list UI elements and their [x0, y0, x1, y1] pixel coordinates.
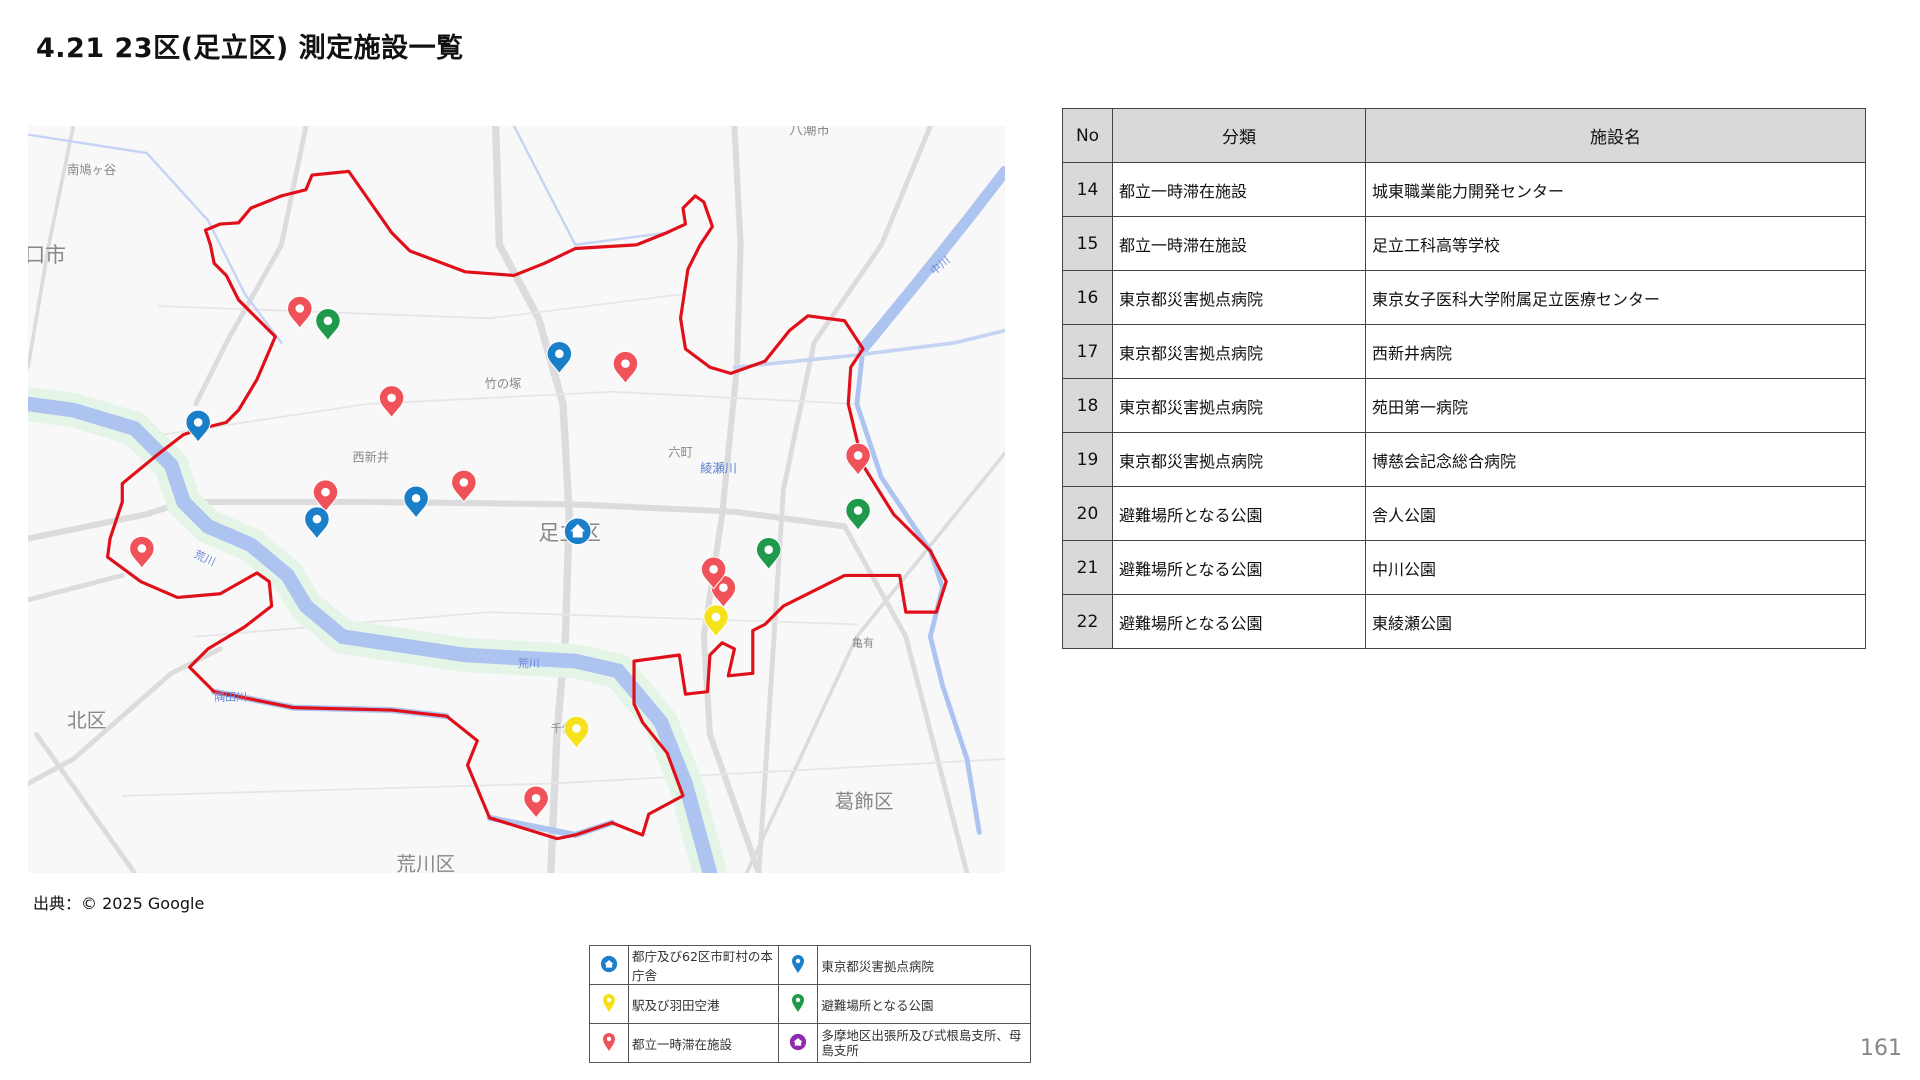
row-name: 博慈会記念総合病院	[1365, 432, 1866, 487]
roads	[28, 126, 1005, 873]
row-name: 東綾瀬公園	[1365, 594, 1866, 649]
row-no: 16	[1062, 270, 1113, 325]
map-labels: 南鳩ヶ谷 口市 八潮市 竹の塚 西新井 六町 綾瀬川 足立区 荒川 荒川 隅田川…	[28, 126, 953, 873]
map-marker-shelter[interactable]	[129, 535, 155, 569]
map-source-credit: 出典：© 2025 Google	[33, 894, 205, 913]
row-category: 避難場所となる公園	[1112, 540, 1366, 595]
map-marker-shelter[interactable]	[287, 295, 313, 329]
pin-green-icon	[778, 984, 819, 1024]
map-marker-park[interactable]	[755, 536, 782, 571]
map-marker-shelter[interactable]	[845, 442, 871, 476]
row-no: 15	[1062, 216, 1113, 271]
row-category: 避難場所となる公園	[1112, 486, 1366, 541]
page-number: 161	[1860, 1036, 1902, 1061]
map-canvas: 南鳩ヶ谷 口市 八潮市 竹の塚 西新井 六町 綾瀬川 足立区 荒川 荒川 隅田川…	[28, 126, 1005, 873]
map-label: 六町	[668, 446, 692, 460]
legend-label: 多摩地区出張所及び式根島支所、母島支所	[817, 1023, 1031, 1063]
header-category: 分類	[1112, 108, 1366, 163]
map-marker-hospital[interactable]	[546, 341, 573, 375]
map-label: 隅田川	[214, 690, 247, 703]
map-marker-station[interactable]	[703, 604, 729, 638]
home-pin-purple-icon	[778, 1023, 819, 1063]
table-row: 14 都立一時滞在施設 城東職業能力開発センター	[1062, 162, 1866, 217]
map-label: 竹の塚	[485, 377, 522, 391]
markers	[129, 295, 871, 819]
map-label: 亀有	[852, 635, 874, 649]
map-label: 綾瀬川	[700, 461, 737, 476]
map-label: 荒川	[518, 657, 540, 670]
row-no: 20	[1062, 486, 1113, 541]
map-marker-hospital[interactable]	[185, 409, 211, 443]
pin-red-icon	[589, 1023, 629, 1063]
row-name: 城東職業能力開発センター	[1365, 162, 1866, 217]
map-label: 南鳩ヶ谷	[67, 162, 116, 177]
table-row: 18 東京都災害拠点病院 苑田第一病院	[1062, 378, 1866, 433]
map-marker-shelter[interactable]	[312, 479, 339, 513]
row-no: 21	[1062, 540, 1113, 595]
table-row: 15 都立一時滞在施設 足立工科高等学校	[1062, 216, 1866, 271]
row-no: 22	[1062, 594, 1113, 649]
table-header-row: No 分類 施設名	[1062, 108, 1866, 163]
legend-label: 東京都災害拠点病院	[817, 945, 1031, 985]
row-category: 都立一時滞在施設	[1112, 162, 1366, 217]
table-row: 17 東京都災害拠点病院 西新井病院	[1062, 324, 1866, 379]
table-row: 20 避難場所となる公園 舎人公園	[1062, 486, 1866, 541]
map-label: 葛飾区	[835, 790, 894, 813]
map-label: 荒川区	[397, 852, 456, 873]
legend-label: 駅及び羽田空港	[627, 984, 780, 1024]
row-category: 避難場所となる公園	[1112, 594, 1366, 649]
row-name: 苑田第一病院	[1365, 378, 1866, 433]
pin-yellow-icon	[589, 984, 629, 1024]
home-pin-blue-icon	[589, 945, 629, 985]
row-name: 中川公園	[1365, 540, 1866, 595]
pin-blue-icon	[778, 945, 819, 985]
row-category: 東京都災害拠点病院	[1112, 378, 1366, 433]
legend-label: 都立一時滞在施設	[627, 1023, 780, 1063]
map-label: 北区	[67, 709, 106, 732]
legend-label: 避難場所となる公園	[817, 984, 1031, 1024]
map-marker-shelter[interactable]	[523, 785, 549, 819]
row-name: 東京女子医科大学附属足立医療センター	[1365, 270, 1866, 325]
map-label: 八潮市	[790, 126, 830, 139]
table-row: 22 避難場所となる公園 東綾瀬公園	[1062, 594, 1866, 649]
map-marker-shelter[interactable]	[451, 469, 477, 503]
table-row: 16 東京都災害拠点病院 東京女子医科大学附属足立医療センター	[1062, 270, 1866, 325]
map-marker-shelter[interactable]	[378, 385, 405, 419]
map-label: 口市	[28, 243, 66, 267]
row-no: 17	[1062, 324, 1113, 379]
row-name: 足立工科高等学校	[1365, 216, 1866, 271]
map-label: 西新井	[352, 450, 389, 465]
row-category: 東京都災害拠点病院	[1112, 432, 1366, 487]
table-row: 21 避難場所となる公園 中川公園	[1062, 540, 1866, 595]
row-category: 東京都災害拠点病院	[1112, 270, 1366, 325]
row-category: 東京都災害拠点病院	[1112, 324, 1366, 379]
table-row: 19 東京都災害拠点病院 博慈会記念総合病院	[1062, 432, 1866, 487]
map-marker-park[interactable]	[315, 308, 341, 342]
page-title: 4.21 23区(足立区) 測定施設一覧	[36, 33, 464, 64]
map-marker-hospital[interactable]	[403, 485, 429, 519]
row-no: 19	[1062, 432, 1113, 487]
row-name: 舎人公園	[1365, 486, 1866, 541]
row-no: 18	[1062, 378, 1113, 433]
header-no: No	[1062, 108, 1113, 163]
row-name: 西新井病院	[1365, 324, 1866, 379]
map-marker-office-home-icon[interactable]	[563, 517, 592, 546]
map-marker-park[interactable]	[845, 497, 871, 531]
header-name: 施設名	[1365, 108, 1866, 163]
map-legend: 都庁及び62区市町村の本庁舎 東京都災害拠点病院 駅及び羽田空港 避難場所となる…	[589, 945, 1031, 1063]
row-no: 14	[1062, 162, 1113, 217]
map-marker-hospital[interactable]	[304, 506, 330, 540]
map-marker-shelter[interactable]	[612, 350, 639, 385]
map[interactable]: 南鳩ヶ谷 口市 八潮市 竹の塚 西新井 六町 綾瀬川 足立区 荒川 荒川 隅田川…	[28, 126, 1005, 873]
map-marker-station[interactable]	[563, 715, 590, 749]
map-marker-shelter[interactable]	[700, 556, 727, 590]
facility-table: No 分類 施設名 14 都立一時滞在施設 城東職業能力開発センター 15 都立一時滞在…	[1062, 108, 1866, 649]
legend-label: 都庁及び62区市町村の本庁舎	[627, 945, 780, 985]
row-category: 都立一時滞在施設	[1112, 216, 1366, 271]
map-label: 荒川	[192, 548, 217, 569]
